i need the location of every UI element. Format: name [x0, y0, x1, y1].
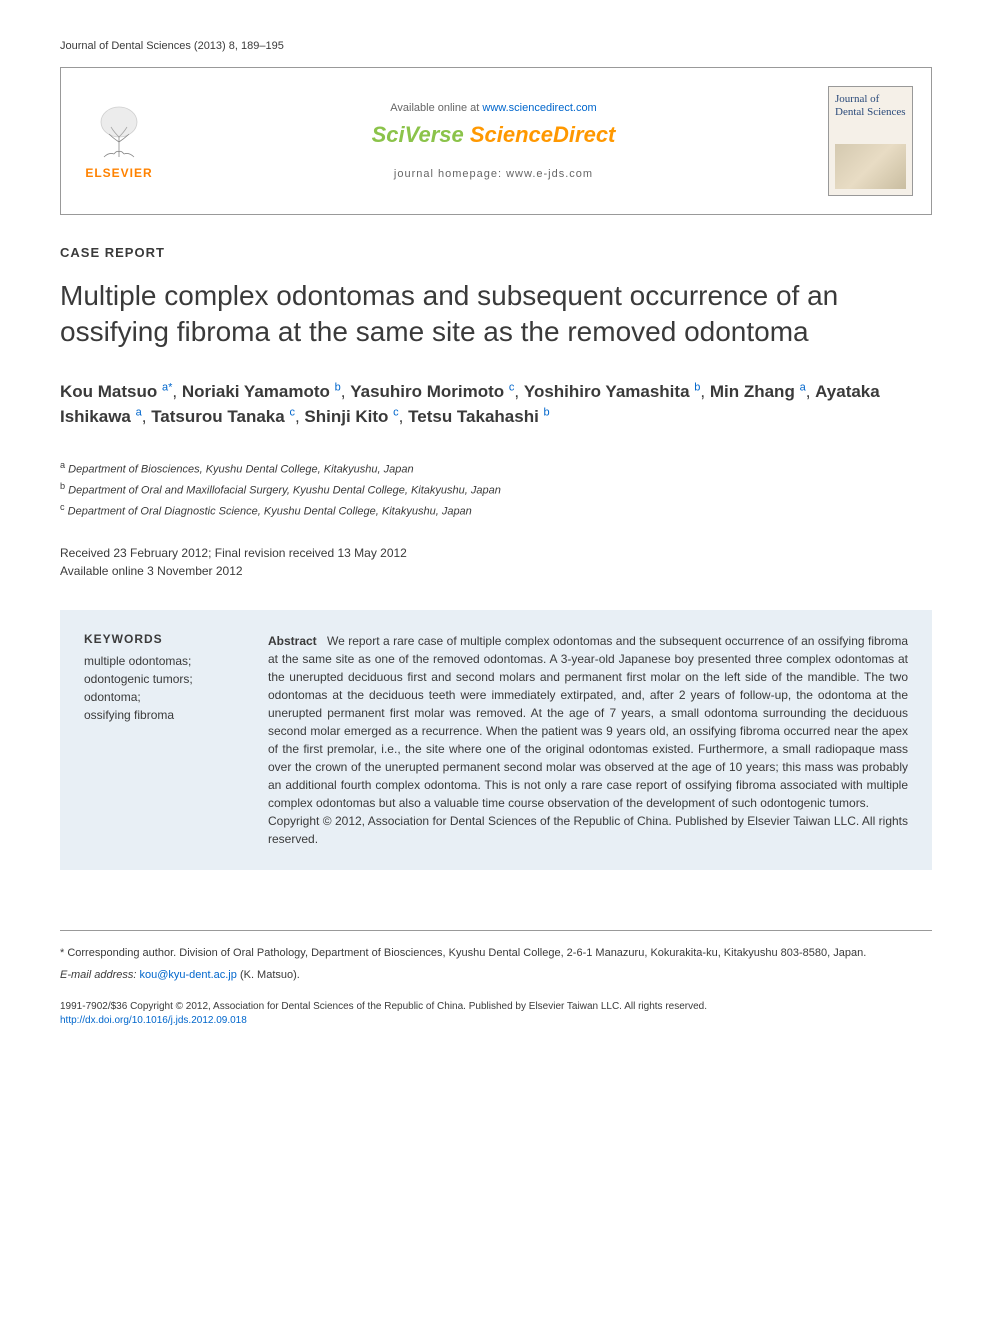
received-date: Received 23 February 2012; Final revisio…	[60, 544, 932, 562]
elsevier-logo: ELSEVIER	[79, 102, 159, 180]
author-aff: b	[335, 381, 341, 393]
sciencedirect-word: ScienceDirect	[470, 122, 616, 147]
copyright-footer: 1991-7902/$36 Copyright © 2012, Associat…	[60, 1000, 932, 1028]
keyword: ossifying fibroma	[84, 706, 244, 724]
affiliation: c Department of Oral Diagnostic Science,…	[60, 500, 932, 521]
abstract-text: Abstract We report a rare case of multip…	[268, 632, 908, 848]
affiliation: b Department of Oral and Maxillofacial S…	[60, 479, 932, 500]
sciverse-word: SciVerse	[372, 122, 470, 147]
header-box: ELSEVIER Available online at www.science…	[60, 67, 932, 215]
affiliations: a Department of Biosciences, Kyushu Dent…	[60, 458, 932, 522]
author-aff: a*	[162, 381, 172, 393]
journal-cover-title: Journal of Dental Sciences	[835, 93, 906, 119]
keyword: odontogenic tumors;	[84, 670, 244, 688]
footer-divider	[60, 930, 932, 931]
corresponding-note: * Corresponding author. Division of Oral…	[60, 945, 932, 962]
author: Tetsu Takahashi	[408, 407, 539, 426]
article-type: CASE REPORT	[60, 245, 932, 260]
keywords-heading: KEYWORDS	[84, 632, 244, 646]
abstract-block: KEYWORDS multiple odontomas;odontogenic …	[60, 610, 932, 870]
journal-cover-image	[835, 144, 906, 189]
author-aff: c	[509, 381, 515, 393]
author-aff: c	[393, 407, 399, 419]
abstract-label: Abstract	[268, 634, 317, 648]
online-date: Available online 3 November 2012	[60, 562, 932, 580]
corresponding-email: E-mail address: kou@kyu-dent.ac.jp (K. M…	[60, 967, 932, 984]
author: Kou Matsuo	[60, 382, 157, 401]
author: Noriaki Yamamoto	[182, 382, 330, 401]
abstract-copyright: Copyright © 2012, Association for Dental…	[268, 814, 908, 846]
author: Min Zhang	[710, 382, 795, 401]
available-online: Available online at www.sciencedirect.co…	[181, 102, 806, 114]
author-aff: b	[694, 381, 700, 393]
keyword: odontoma;	[84, 688, 244, 706]
homepage-url: www.e-jds.com	[506, 168, 593, 180]
abstract-body: We report a rare case of multiple comple…	[268, 634, 908, 810]
author-aff: a	[136, 407, 142, 419]
email-suffix: (K. Matsuo).	[240, 969, 300, 981]
author-aff: c	[289, 407, 295, 419]
authors-list: Kou Matsuo a*, Noriaki Yamamoto b, Yasuh…	[60, 379, 932, 430]
keyword: multiple odontomas;	[84, 652, 244, 670]
keywords-column: KEYWORDS multiple odontomas;odontogenic …	[84, 632, 244, 848]
elsevier-tree-icon	[89, 102, 149, 162]
avail-prefix: Available online at	[390, 102, 482, 114]
author-aff: a	[800, 381, 806, 393]
keywords-list: multiple odontomas;odontogenic tumors;od…	[84, 652, 244, 724]
author: Yoshihiro Yamashita	[524, 382, 690, 401]
journal-cover: Journal of Dental Sciences	[828, 86, 913, 196]
sciverse-brand: SciVerse ScienceDirect	[181, 122, 806, 148]
article-title: Multiple complex odontomas and subsequen…	[60, 278, 932, 351]
doi-link[interactable]: http://dx.doi.org/10.1016/j.jds.2012.09.…	[60, 1015, 247, 1026]
email-link[interactable]: kou@kyu-dent.ac.jp	[139, 969, 236, 981]
email-label: E-mail address:	[60, 969, 136, 981]
homepage-prefix: journal homepage:	[394, 168, 506, 180]
footer-copyright-line: 1991-7902/$36 Copyright © 2012, Associat…	[60, 1000, 932, 1014]
sciencedirect-link[interactable]: www.sciencedirect.com	[482, 102, 596, 114]
author: Tatsurou Tanaka	[151, 407, 285, 426]
author: Yasuhiro Morimoto	[350, 382, 504, 401]
affiliation: a Department of Biosciences, Kyushu Dent…	[60, 458, 932, 479]
elsevier-label: ELSEVIER	[85, 166, 152, 180]
author: Shinji Kito	[304, 407, 388, 426]
journal-reference: Journal of Dental Sciences (2013) 8, 189…	[60, 40, 932, 52]
journal-homepage: journal homepage: www.e-jds.com	[181, 168, 806, 180]
dates: Received 23 February 2012; Final revisio…	[60, 544, 932, 580]
author-aff: b	[544, 407, 550, 419]
header-center: Available online at www.sciencedirect.co…	[181, 102, 806, 180]
